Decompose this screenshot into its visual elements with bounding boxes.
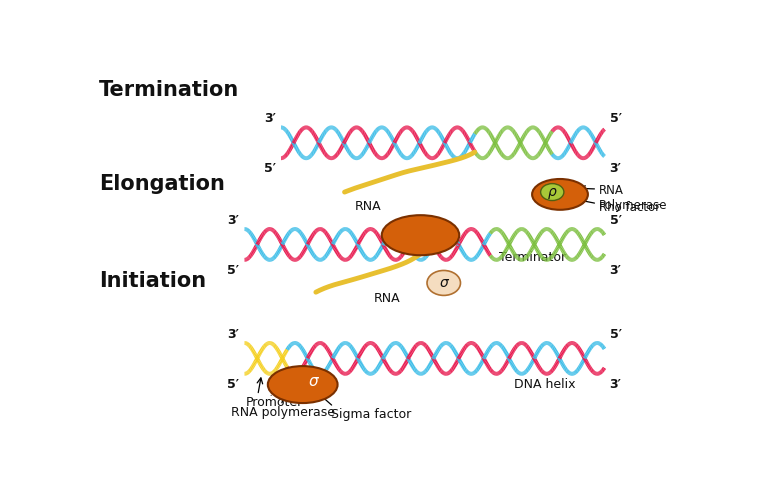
Text: 3′: 3′ [610, 162, 622, 175]
Text: 5′: 5′ [610, 214, 622, 227]
Text: RNA: RNA [374, 292, 401, 305]
Text: Termination: Termination [99, 81, 239, 100]
Text: Initiation: Initiation [99, 271, 206, 291]
Text: RNA: RNA [355, 200, 382, 213]
Text: Promoter: Promoter [246, 396, 303, 409]
Text: 5′: 5′ [227, 378, 239, 391]
Text: Terminator: Terminator [499, 250, 565, 263]
Text: 5′: 5′ [610, 328, 622, 340]
Ellipse shape [532, 179, 588, 210]
Ellipse shape [382, 215, 459, 255]
Text: 195: 195 [269, 395, 272, 396]
Text: σ: σ [439, 276, 448, 290]
Text: σ: σ [309, 374, 318, 389]
Ellipse shape [540, 183, 564, 201]
Text: Rho factor: Rho factor [599, 201, 660, 214]
Text: 3′: 3′ [610, 378, 622, 391]
Text: DNA helix: DNA helix [514, 378, 575, 392]
Text: 5′: 5′ [610, 112, 622, 125]
Text: RNA polymerase: RNA polymerase [230, 406, 334, 419]
Text: 3′: 3′ [610, 264, 622, 277]
Text: 3′: 3′ [264, 112, 276, 125]
Text: RNA
Polymerase: RNA Polymerase [599, 184, 667, 212]
Text: ρ: ρ [548, 185, 556, 199]
Text: Elongation: Elongation [99, 173, 225, 194]
Text: 5′: 5′ [264, 162, 276, 175]
Text: 3′: 3′ [227, 328, 239, 340]
Text: 3′: 3′ [227, 214, 239, 227]
Text: 5′: 5′ [227, 264, 239, 277]
Ellipse shape [268, 366, 337, 403]
Ellipse shape [427, 270, 461, 295]
Text: Sigma factor: Sigma factor [331, 408, 412, 420]
